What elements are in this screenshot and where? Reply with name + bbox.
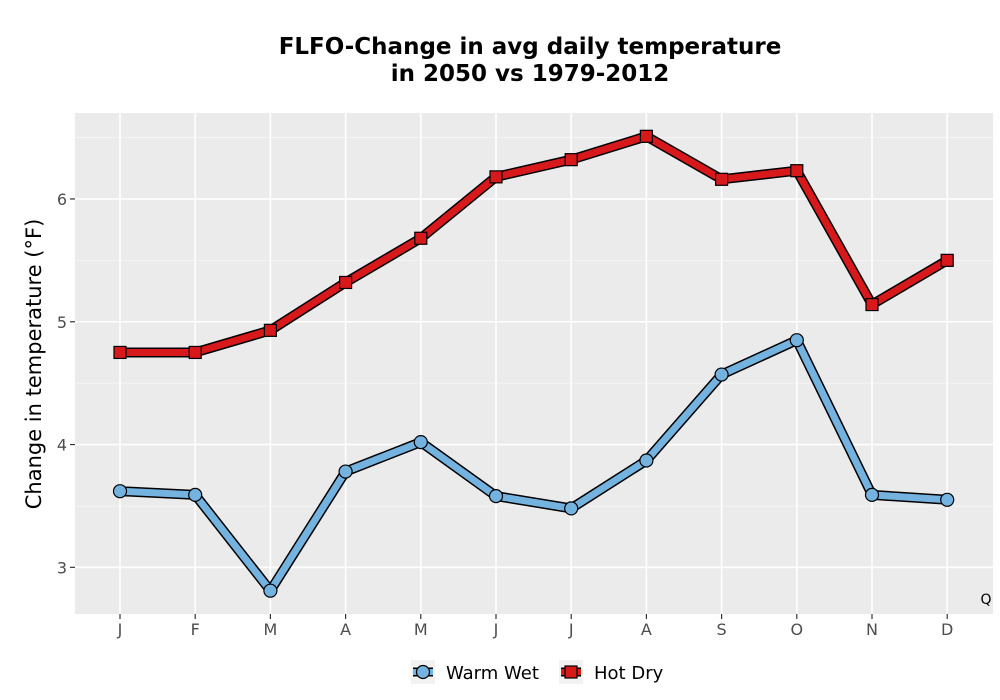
- x-tick-label: J: [117, 620, 123, 639]
- warm-wet-point: [338, 464, 353, 479]
- x-tick-label: D: [941, 620, 953, 639]
- x-tick-label: A: [641, 620, 652, 639]
- warm-wet-point: [864, 487, 880, 502]
- x-tick-label: S: [717, 620, 727, 639]
- hot-dry-point: [489, 170, 503, 184]
- x-tick-label: J: [568, 620, 574, 639]
- y-tick-label: 4: [57, 436, 67, 455]
- warm-wet-point: [488, 489, 504, 504]
- hot-dry-point: [790, 164, 804, 178]
- y-tick-label: 5: [57, 313, 67, 332]
- chart-title-line-1: FLFO-Change in avg daily temperature: [279, 34, 782, 60]
- warm-wet-point: [639, 453, 654, 468]
- warm-wet-point: [714, 367, 729, 382]
- hot-dry-line: [116, 132, 951, 356]
- warm-wet-line: [116, 336, 951, 595]
- warm-wet-point: [789, 333, 804, 348]
- hot-dry-point: [113, 345, 127, 360]
- warm-wet-point: [564, 501, 579, 516]
- warm-wet-point: [112, 484, 128, 499]
- hot-dry-point: [639, 129, 654, 143]
- y-tick-label: 3: [57, 558, 67, 577]
- hot-dry-point: [564, 153, 578, 167]
- hot-dry-point: [263, 323, 277, 337]
- y-tick-label: 6: [57, 190, 67, 209]
- legend-label-hot-dry: Hot Dry: [594, 663, 664, 684]
- legend-marker-warm-wet: [415, 664, 431, 680]
- x-tick-label: F: [191, 620, 200, 639]
- legend-marker-hot-dry: [564, 665, 578, 679]
- x-tick-label: A: [340, 620, 351, 639]
- warm-wet-point: [413, 434, 428, 450]
- x-tick-label: N: [866, 620, 878, 639]
- warm-wet-point: [263, 583, 278, 598]
- legend: Warm Wet Hot Dry: [411, 660, 664, 684]
- x-tick-label: J: [493, 620, 499, 639]
- legend-label-warm-wet: Warm Wet: [446, 663, 539, 684]
- y-axis: 3 4 5 6: [57, 190, 75, 577]
- x-tick-label: M: [414, 620, 428, 639]
- x-tick-label: M: [263, 620, 277, 639]
- corner-label: Q: [980, 592, 991, 608]
- hot-dry-point: [940, 253, 954, 267]
- grid-major: [75, 113, 993, 614]
- hot-dry-point: [414, 231, 428, 245]
- hot-dry-point: [339, 275, 353, 290]
- y-axis-title: Change in temperature (°F): [22, 219, 46, 510]
- hot-dry-point: [188, 345, 202, 360]
- series-layer: [112, 129, 955, 598]
- warm-wet-point: [188, 487, 203, 502]
- plot-panel: [75, 113, 993, 614]
- hot-dry-point: [865, 297, 879, 312]
- x-tick-label: O: [791, 620, 804, 639]
- warm-wet-point: [940, 492, 955, 507]
- chart-title-line-2: in 2050 vs 1979-2012: [391, 61, 670, 87]
- hot-dry-point: [714, 172, 729, 186]
